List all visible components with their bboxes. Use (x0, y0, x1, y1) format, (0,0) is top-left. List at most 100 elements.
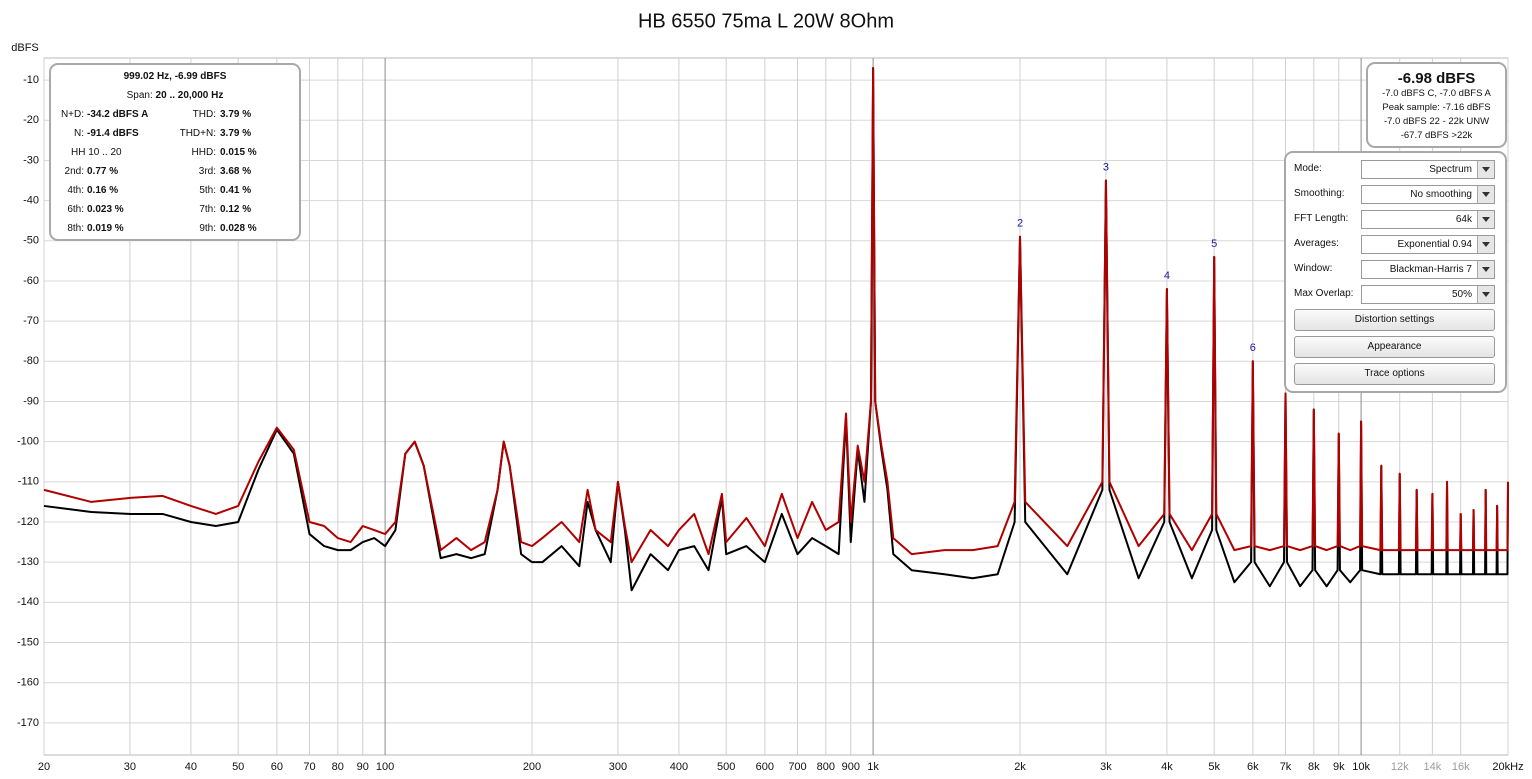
y-tick-label: -10 (23, 74, 39, 86)
traces: 2 3 4 5 6 (43, 67, 1509, 592)
dropdown-arrow[interactable] (1477, 236, 1494, 253)
level-panel: -6.98 dBFS -7.0 dBFS C, -7.0 dBFS A Peak … (1366, 62, 1507, 148)
y-tick-label: -20 (23, 114, 39, 126)
info-label: THD: (192, 109, 216, 120)
info-value: 0.41 % (220, 185, 252, 196)
y-tick-label: -150 (17, 636, 39, 648)
x-tick-label: 70 (303, 761, 315, 773)
y-tick-label: -70 (23, 315, 39, 327)
y-tick-label: -140 (17, 596, 39, 608)
info-value: 0.77 % (87, 166, 119, 177)
x-tick-label: 300 (609, 761, 627, 773)
dropdown-value: Spectrum (1429, 164, 1472, 175)
x-tick-label: 7k (1280, 761, 1292, 773)
x-tick-label: 1k (867, 761, 879, 773)
y-tick-label: -40 (23, 195, 39, 207)
info-value: 3.79 % (220, 128, 252, 139)
y-tick-label: -30 (23, 154, 39, 166)
harmonic-label: 2 (1017, 218, 1023, 230)
y-tick-label: -100 (17, 436, 39, 448)
harmonic-label: 3 (1103, 161, 1109, 173)
x-tick-label: 30 (124, 761, 136, 773)
dropdown[interactable]: 64k (1361, 210, 1495, 229)
setting-label: Mode: (1294, 163, 1322, 174)
span-value: 20 .. 20,000 Hz (155, 90, 224, 101)
x-tick-label: 600 (756, 761, 774, 773)
y-tick-label: -130 (17, 556, 39, 568)
x-tick-label: 200 (523, 761, 541, 773)
info-label: HHD: (191, 147, 216, 158)
level-line: -7.0 dBFS C, -7.0 dBFS A (1382, 88, 1491, 99)
info-label: THD+N: (179, 128, 216, 139)
dropdown[interactable]: 50% (1361, 285, 1495, 304)
dropdown-arrow[interactable] (1477, 161, 1494, 178)
info-label: 6th: (67, 204, 84, 215)
dropdown-arrow[interactable] (1477, 261, 1494, 278)
info-row: HH 10 .. 20 HHD: 0.015 % (51, 147, 299, 163)
y-tick-label: -60 (23, 275, 39, 287)
setting-label: Window: (1294, 263, 1333, 274)
x-tick-label: 800 (817, 761, 835, 773)
button[interactable]: Appearance (1294, 336, 1495, 358)
y-tick-label: -110 (18, 476, 39, 488)
control-panel: Mode: Spectrum Smoothing: No smoothing FFT L… (1284, 151, 1507, 393)
info-value: 0.12 % (220, 204, 252, 215)
dropdown[interactable]: Spectrum (1361, 160, 1495, 179)
info-label: 3rd: (198, 166, 216, 177)
info-label: 8th: (67, 223, 84, 234)
info-row: 2nd: 0.77 % 3rd: 3.68 % (51, 166, 299, 182)
setting-label: Max Overlap: (1294, 288, 1354, 299)
info-value: 0.019 % (87, 223, 124, 234)
x-tick-label: 2k (1014, 761, 1026, 773)
button[interactable]: Distortion settings (1294, 309, 1495, 331)
setting-label: Averages: (1294, 238, 1339, 249)
info-label: N+D: (60, 109, 84, 120)
dropdown-value: 64k (1455, 214, 1472, 225)
x-tick-label: 4k (1161, 761, 1173, 773)
info-label: N: (74, 128, 84, 139)
x-tick-label: 3k (1100, 761, 1112, 773)
x-tick-label: 400 (670, 761, 688, 773)
info-row: 6th: 0.023 % 7th: 0.12 % (51, 204, 299, 220)
chart-title: HB 6550 75ma L 20W 8Ohm (638, 10, 894, 32)
x-tick-label: 16k (1452, 761, 1470, 773)
x-tick-label: 20 (38, 761, 50, 773)
dropdown[interactable]: Blackman-Harris 7 (1361, 260, 1495, 279)
dropdown[interactable]: No smoothing (1361, 185, 1495, 204)
info-value: 3.79 % (220, 109, 252, 120)
span: Span: 20 .. 20,000 Hz (51, 90, 299, 101)
dropdown-value: Blackman-Harris 7 (1389, 264, 1472, 275)
info-row: 4th: 0.16 % 5th: 0.41 % (51, 185, 299, 201)
dropdown-value: No smoothing (1410, 189, 1472, 200)
info-value: 0.16 % (87, 185, 119, 196)
grid: -10 -20 -30 -40 -50 -60 -70 -80 -90 -100 -110 -120 -… (17, 58, 1524, 773)
x-tick-label: 8k (1308, 761, 1320, 773)
y-tick-label: -80 (23, 355, 39, 367)
x-tick-label: 60 (271, 761, 283, 773)
x-tick-label: 40 (185, 761, 197, 773)
dropdown-arrow[interactable] (1477, 186, 1494, 203)
dropdown-value: 50% (1451, 289, 1472, 300)
dropdown-arrow[interactable] (1477, 286, 1494, 303)
x-tick-label: 12k (1391, 761, 1409, 773)
level: -6.98 dBFS (1397, 70, 1476, 87)
y-axis-label: dBFS (11, 42, 39, 54)
info-row: N: -91.4 dBFS THD+N: 3.79 % (51, 128, 299, 144)
info-row: N+D: -34.2 dBFS A THD: 3.79 % (51, 109, 299, 125)
dropdown-arrow[interactable] (1477, 211, 1494, 228)
x-tick-label: 10k (1352, 761, 1370, 773)
level-line: -67.7 dBFS >22k (1400, 130, 1473, 141)
button[interactable]: Trace options (1294, 363, 1495, 385)
setting-label: Smoothing: (1294, 188, 1345, 199)
info-header: 999.02 Hz, -6.99 dBFS (123, 71, 227, 82)
info-value: 3.68 % (220, 166, 252, 177)
info-value: 0.028 % (220, 223, 257, 234)
dropdown[interactable]: Exponential 0.94 (1361, 235, 1495, 254)
harmonic-label: 5 (1211, 238, 1217, 250)
trace (43, 67, 1509, 564)
level-line: -7.0 dBFS 22 - 22k UNW (1383, 116, 1490, 127)
info-label: 9th: (199, 223, 216, 234)
x-tick-label: 20kHz (1492, 761, 1523, 773)
info-label: 7th: (199, 204, 216, 215)
x-tick-label: 80 (332, 761, 344, 773)
